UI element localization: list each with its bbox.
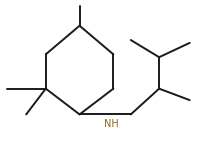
Text: NH: NH [104, 119, 119, 129]
